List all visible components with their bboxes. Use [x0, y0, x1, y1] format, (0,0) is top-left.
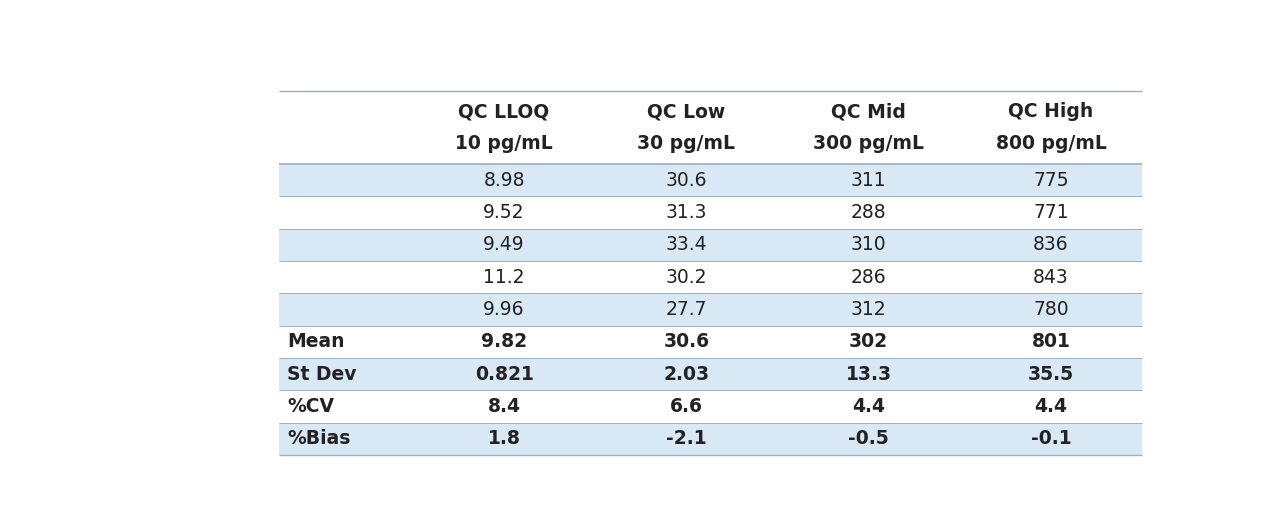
Text: 800 pg/mL: 800 pg/mL: [996, 134, 1106, 153]
Bar: [279, 293, 1142, 326]
Text: 9.82: 9.82: [481, 332, 527, 351]
Text: 288: 288: [851, 203, 887, 222]
Text: 780: 780: [1033, 300, 1069, 319]
Text: Mean: Mean: [287, 332, 344, 351]
Text: 2.03: 2.03: [663, 365, 709, 384]
Bar: [279, 261, 1142, 293]
Bar: [279, 326, 1142, 358]
Text: QC Low: QC Low: [648, 102, 726, 121]
Text: 30 pg/mL: 30 pg/mL: [637, 134, 736, 153]
Text: 11.2: 11.2: [484, 268, 525, 287]
Text: -0.1: -0.1: [1030, 429, 1071, 448]
Bar: [279, 358, 1142, 391]
Bar: [279, 391, 1142, 423]
Text: QC LLOQ: QC LLOQ: [458, 102, 549, 121]
Bar: [279, 229, 1142, 261]
Text: 1.8: 1.8: [488, 429, 521, 448]
Bar: [279, 164, 1142, 196]
Text: 4.4: 4.4: [852, 397, 886, 416]
Bar: [279, 196, 1142, 229]
Text: 771: 771: [1033, 203, 1069, 222]
Text: 311: 311: [851, 171, 887, 190]
Bar: [279, 423, 1142, 455]
Text: 843: 843: [1033, 268, 1069, 287]
Text: 801: 801: [1032, 332, 1070, 351]
Bar: [279, 91, 1142, 164]
Text: St Dev: St Dev: [287, 365, 356, 384]
Text: 310: 310: [851, 235, 887, 255]
Text: 27.7: 27.7: [666, 300, 707, 319]
Text: 302: 302: [849, 332, 888, 351]
Text: 9.52: 9.52: [484, 203, 525, 222]
Text: 8.4: 8.4: [488, 397, 521, 416]
Text: 30.2: 30.2: [666, 268, 707, 287]
Text: QC High: QC High: [1009, 102, 1093, 121]
Text: 35.5: 35.5: [1028, 365, 1074, 384]
Text: 31.3: 31.3: [666, 203, 707, 222]
Text: QC Mid: QC Mid: [831, 102, 906, 121]
Text: 10 pg/mL: 10 pg/mL: [456, 134, 553, 153]
Text: 9.49: 9.49: [484, 235, 525, 255]
Text: 8.98: 8.98: [484, 171, 525, 190]
Text: 775: 775: [1033, 171, 1069, 190]
Text: 836: 836: [1033, 235, 1069, 255]
Text: 300 pg/mL: 300 pg/mL: [813, 134, 924, 153]
Text: 9.96: 9.96: [484, 300, 525, 319]
Text: 13.3: 13.3: [846, 365, 892, 384]
Text: -0.5: -0.5: [849, 429, 890, 448]
Text: 33.4: 33.4: [666, 235, 707, 255]
Text: 30.6: 30.6: [663, 332, 709, 351]
Text: 286: 286: [851, 268, 887, 287]
Text: %CV: %CV: [287, 397, 334, 416]
Text: 6.6: 6.6: [669, 397, 703, 416]
Text: 4.4: 4.4: [1034, 397, 1068, 416]
Text: 312: 312: [851, 300, 887, 319]
Text: 0.821: 0.821: [475, 365, 534, 384]
Text: 30.6: 30.6: [666, 171, 707, 190]
Text: -2.1: -2.1: [666, 429, 707, 448]
Text: %Bias: %Bias: [287, 429, 351, 448]
